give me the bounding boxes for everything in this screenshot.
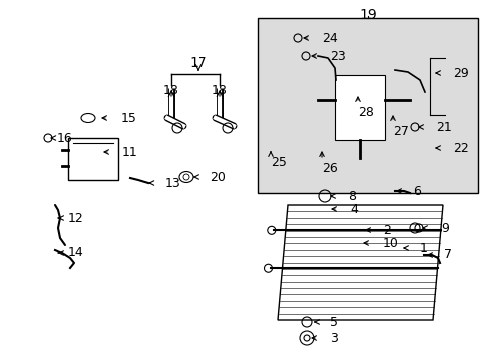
Ellipse shape bbox=[81, 113, 95, 122]
Text: 18: 18 bbox=[212, 84, 227, 96]
Text: 23: 23 bbox=[329, 50, 345, 63]
Bar bbox=[334, 75, 384, 140]
Bar bbox=[68, 138, 118, 180]
Text: 17: 17 bbox=[189, 56, 206, 70]
Text: 13: 13 bbox=[164, 176, 181, 189]
Text: 2: 2 bbox=[382, 224, 390, 237]
Text: 11: 11 bbox=[122, 145, 138, 158]
Text: 3: 3 bbox=[329, 332, 337, 345]
Text: 27: 27 bbox=[392, 125, 408, 138]
Text: 4: 4 bbox=[349, 202, 357, 216]
Text: 28: 28 bbox=[357, 105, 373, 118]
Text: 12: 12 bbox=[68, 212, 83, 225]
Text: 25: 25 bbox=[270, 156, 286, 168]
Text: 8: 8 bbox=[347, 189, 355, 202]
Text: 5: 5 bbox=[329, 315, 337, 328]
Text: 18: 18 bbox=[163, 84, 179, 96]
Text: 20: 20 bbox=[209, 171, 225, 184]
Bar bbox=[258, 18, 477, 193]
Text: 21: 21 bbox=[435, 121, 451, 134]
Text: 7: 7 bbox=[443, 248, 451, 261]
Text: 15: 15 bbox=[121, 112, 137, 125]
Text: 6: 6 bbox=[412, 185, 420, 198]
Ellipse shape bbox=[179, 171, 193, 183]
Text: 1: 1 bbox=[419, 242, 427, 255]
Text: 19: 19 bbox=[358, 8, 376, 22]
Polygon shape bbox=[278, 205, 442, 320]
Text: 16: 16 bbox=[57, 131, 73, 144]
Text: 29: 29 bbox=[452, 67, 468, 80]
Text: 24: 24 bbox=[321, 32, 337, 45]
Text: 26: 26 bbox=[321, 162, 337, 175]
Text: 22: 22 bbox=[452, 141, 468, 154]
Text: 9: 9 bbox=[440, 221, 448, 234]
Text: 14: 14 bbox=[68, 247, 83, 260]
Text: 10: 10 bbox=[382, 237, 398, 249]
